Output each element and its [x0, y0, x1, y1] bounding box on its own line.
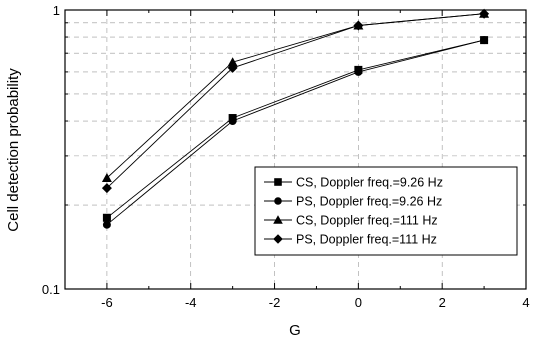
- legend-item: CS, Doppler freq.=9.26 Hz: [264, 176, 443, 190]
- triangle-marker: [273, 215, 283, 224]
- x-tick-label: 0: [355, 295, 362, 310]
- triangle-marker: [227, 57, 238, 67]
- diamond-marker: [479, 8, 490, 19]
- diamond-marker: [273, 234, 283, 244]
- axis-ticks: -6 -4 -2 0 2 4 0.1 1: [42, 3, 530, 310]
- diamond-marker: [227, 62, 238, 73]
- square-marker: [274, 178, 282, 186]
- circle-marker: [274, 197, 282, 205]
- diamond-marker: [353, 20, 364, 31]
- legend-item: CS, Doppler freq.=111 Hz: [264, 214, 438, 228]
- series-line: [106, 39, 485, 219]
- diamond-marker: [101, 183, 112, 194]
- legend-label: CS, Doppler freq.=111 Hz: [296, 214, 438, 228]
- plot-series: [101, 8, 490, 229]
- legend-label: PS, Doppler freq.=111 Hz: [296, 233, 437, 247]
- triangle-marker: [101, 172, 112, 182]
- x-tick-label: 2: [439, 295, 446, 310]
- circle-marker: [480, 36, 489, 45]
- legend-label: CS, Doppler freq.=9.26 Hz: [296, 176, 443, 190]
- circle-marker: [228, 117, 237, 126]
- y-axis-label: Cell detection probability: [5, 68, 22, 232]
- gridlines: [65, 10, 526, 289]
- legend: CS, Doppler freq.=9.26 Hz PS, Doppler fre…: [254, 166, 518, 256]
- legend-item: PS, Doppler freq.=111 Hz: [264, 233, 437, 247]
- legend-item: PS, Doppler freq.=9.26 Hz: [264, 195, 442, 209]
- x-tick-label: -2: [269, 295, 281, 310]
- series-line: [106, 13, 485, 179]
- x-tick-label: -6: [101, 295, 113, 310]
- circle-marker: [102, 220, 111, 229]
- legend-label: PS, Doppler freq.=9.26 Hz: [296, 195, 442, 209]
- plot-frame: [64, 9, 527, 290]
- y-tick-label: 0.1: [42, 282, 60, 297]
- square-marker: [102, 213, 111, 222]
- legend-box: [254, 166, 518, 256]
- series-line: [106, 39, 485, 226]
- x-tick-label: -4: [185, 295, 197, 310]
- series-line: [106, 13, 485, 189]
- series-diamond: [101, 8, 490, 194]
- circle-marker: [354, 67, 363, 76]
- y-tick-label: 1: [53, 3, 60, 18]
- series-circle: [102, 36, 489, 229]
- x-tick-label: 4: [522, 295, 529, 310]
- x-axis-label: G: [289, 322, 301, 339]
